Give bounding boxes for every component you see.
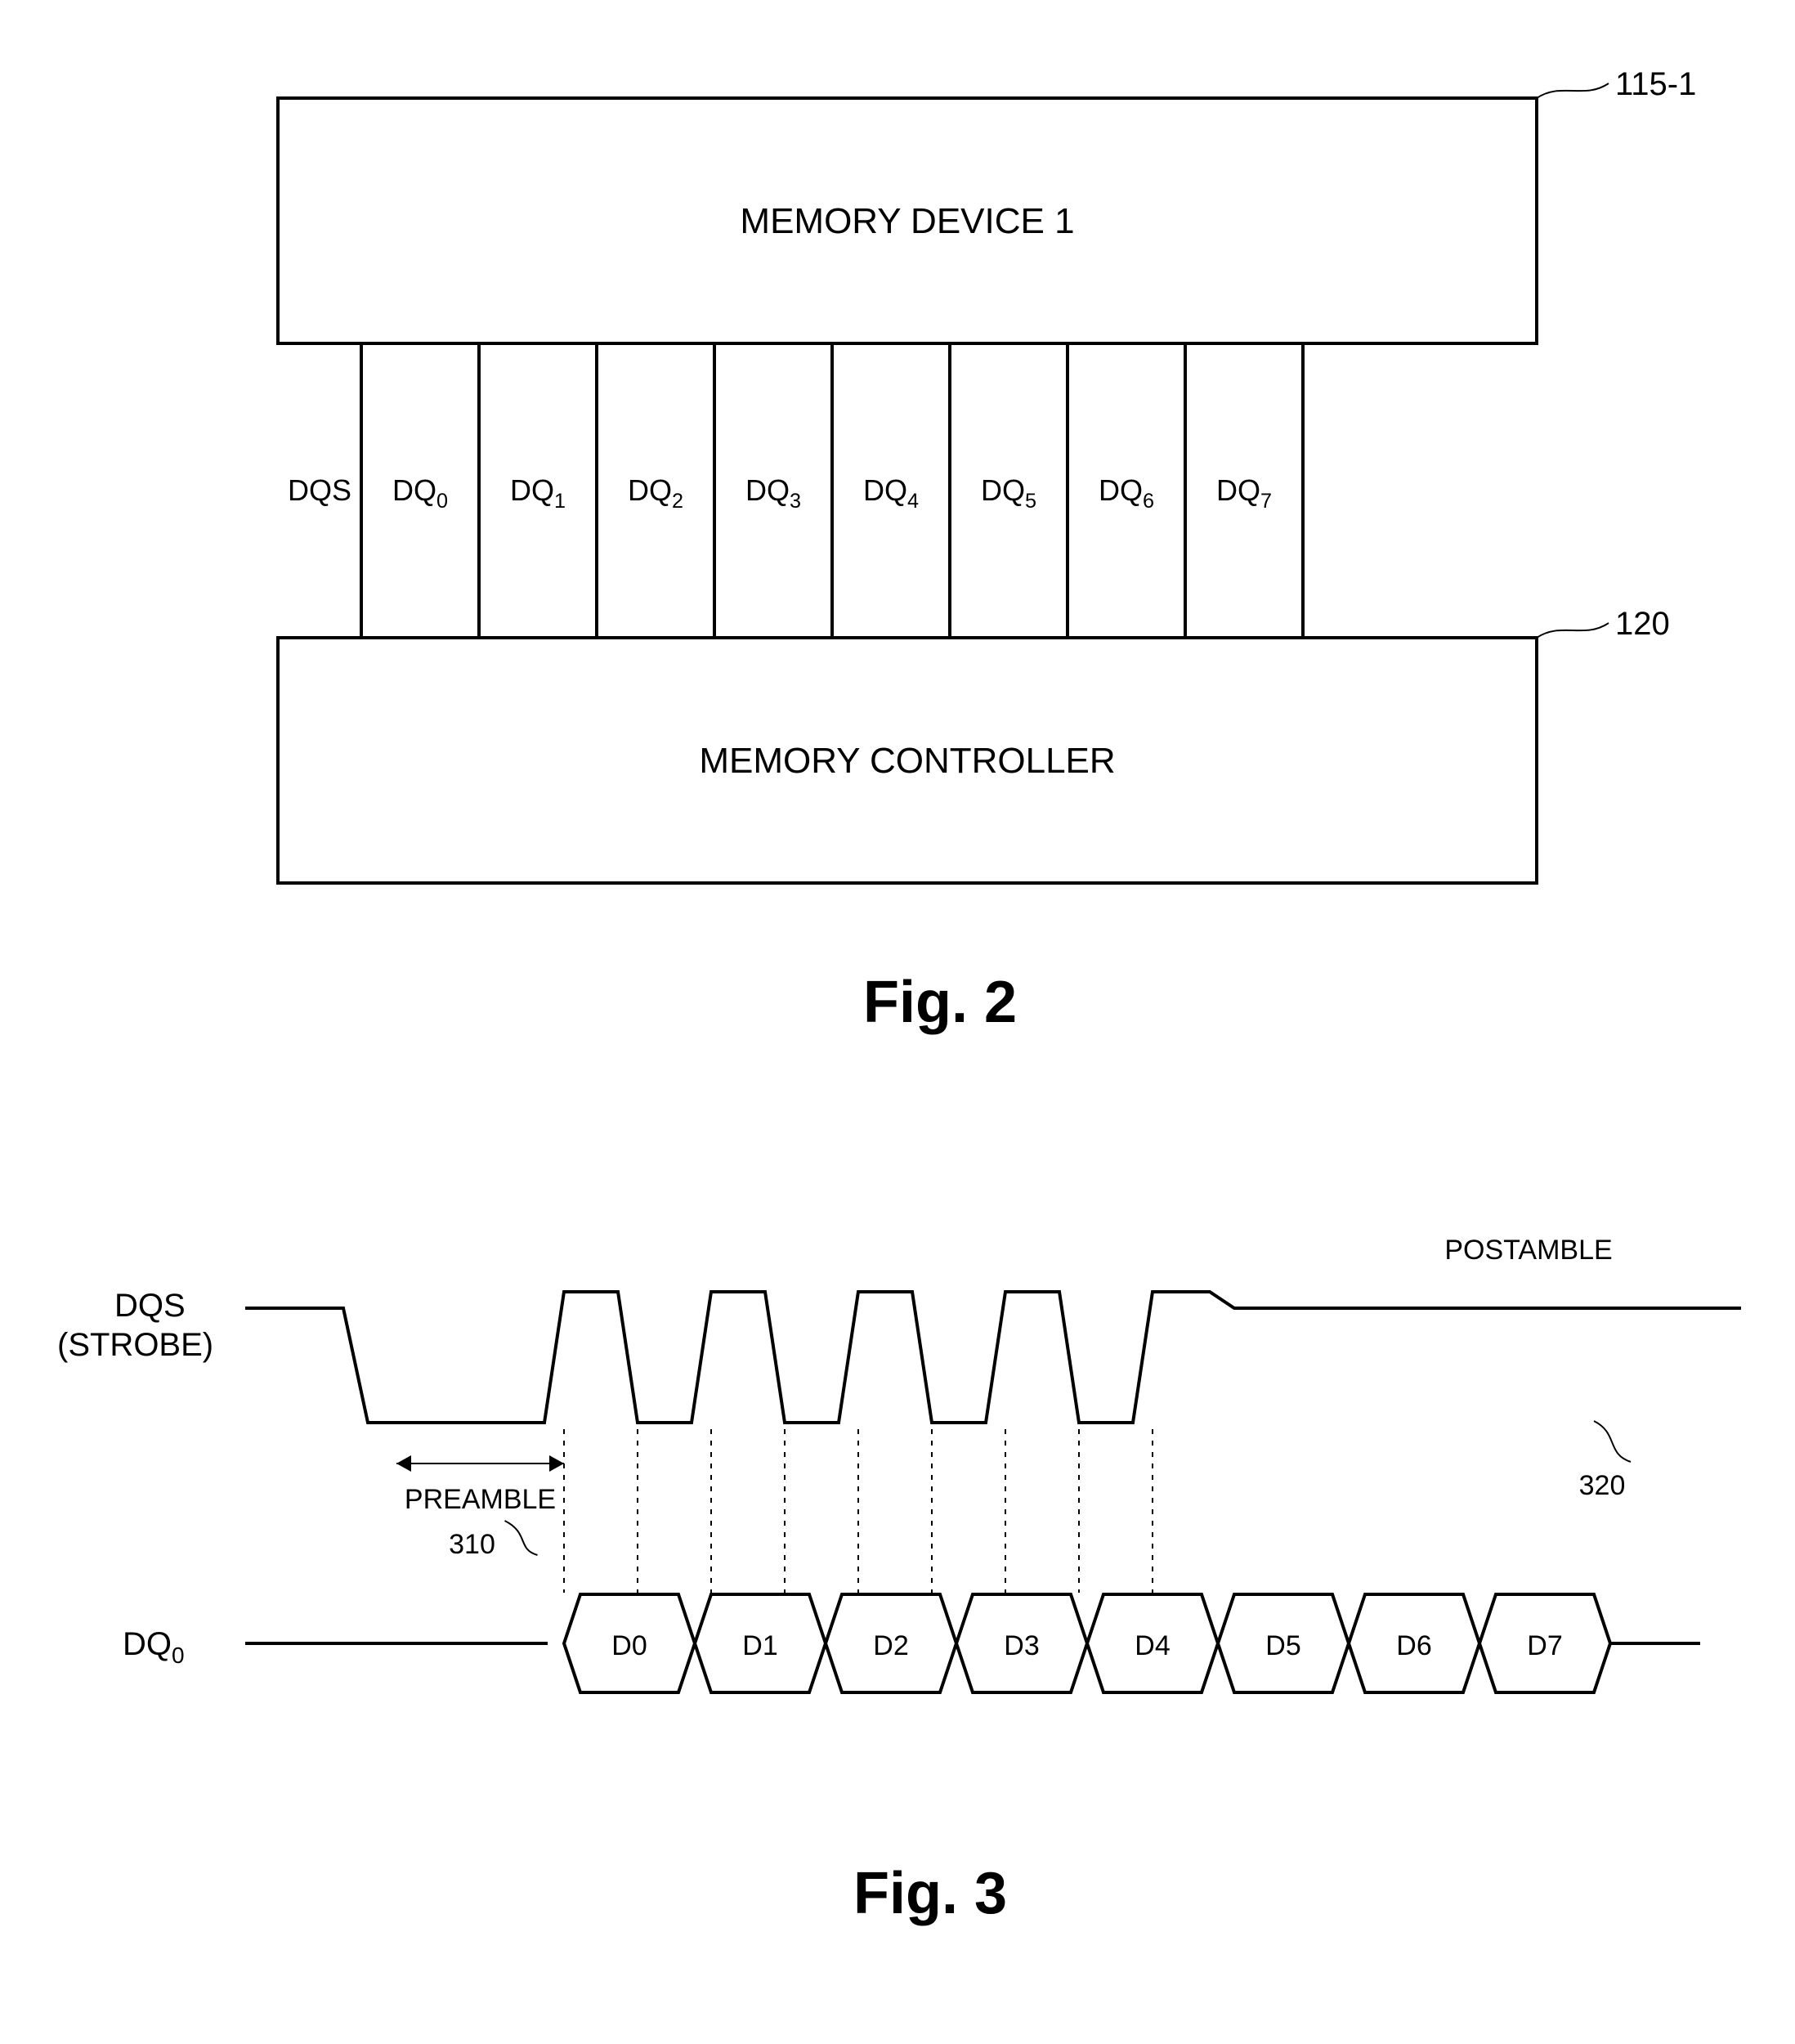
bus-signal-label: DQ3 <box>745 473 801 513</box>
fig2-caption: Fig. 2 <box>863 970 1017 1035</box>
bus-signal-label: DQ4 <box>863 473 919 513</box>
ref-leader <box>1537 83 1609 98</box>
postamble-ref: 320 <box>1579 1470 1626 1501</box>
bus-signal-label: DQ7 <box>1216 473 1272 513</box>
bus-signal-label: DQ6 <box>1099 473 1154 513</box>
bus-signal-label: DQ2 <box>628 473 683 513</box>
bus-signal-label: DQS <box>288 473 351 507</box>
dq-bit-label: D2 <box>873 1630 908 1661</box>
bus-signal-label: DQ1 <box>510 473 566 513</box>
dq-bit-label: D3 <box>1004 1630 1039 1661</box>
ref-leader <box>1537 623 1609 638</box>
arrowhead-icon <box>396 1455 411 1472</box>
memory-controller-label: MEMORY CONTROLLER <box>699 741 1115 781</box>
ref-number: 115-1 <box>1615 66 1696 102</box>
ref-leader <box>505 1521 538 1555</box>
dq-bit-label: D4 <box>1135 1630 1170 1661</box>
dqs-waveform <box>245 1292 1741 1423</box>
dq-row-label: DQ0 <box>123 1626 185 1668</box>
dq-bit-label: D5 <box>1265 1630 1300 1661</box>
memory-device-label: MEMORY DEVICE 1 <box>740 201 1074 241</box>
dq-bit-label: D1 <box>742 1630 777 1661</box>
bus-signal-label: DQ5 <box>981 473 1036 513</box>
ref-number: 120 <box>1615 606 1670 642</box>
ref-leader <box>1594 1421 1631 1462</box>
dqs-label: DQS <box>114 1288 186 1324</box>
preamble-ref: 310 <box>449 1529 495 1560</box>
dq-bit-label: D7 <box>1527 1630 1562 1661</box>
dq-bit-label: D0 <box>611 1630 647 1661</box>
fig3-caption: Fig. 3 <box>853 1861 1007 1926</box>
postamble-label: POSTAMBLE <box>1444 1235 1612 1266</box>
bus-signal-label: DQ0 <box>392 473 448 513</box>
preamble-label: PREAMBLE <box>405 1484 556 1515</box>
dqs-sublabel: (STROBE) <box>57 1327 213 1363</box>
dq-bit-label: D6 <box>1396 1630 1431 1661</box>
arrowhead-icon <box>549 1455 564 1472</box>
